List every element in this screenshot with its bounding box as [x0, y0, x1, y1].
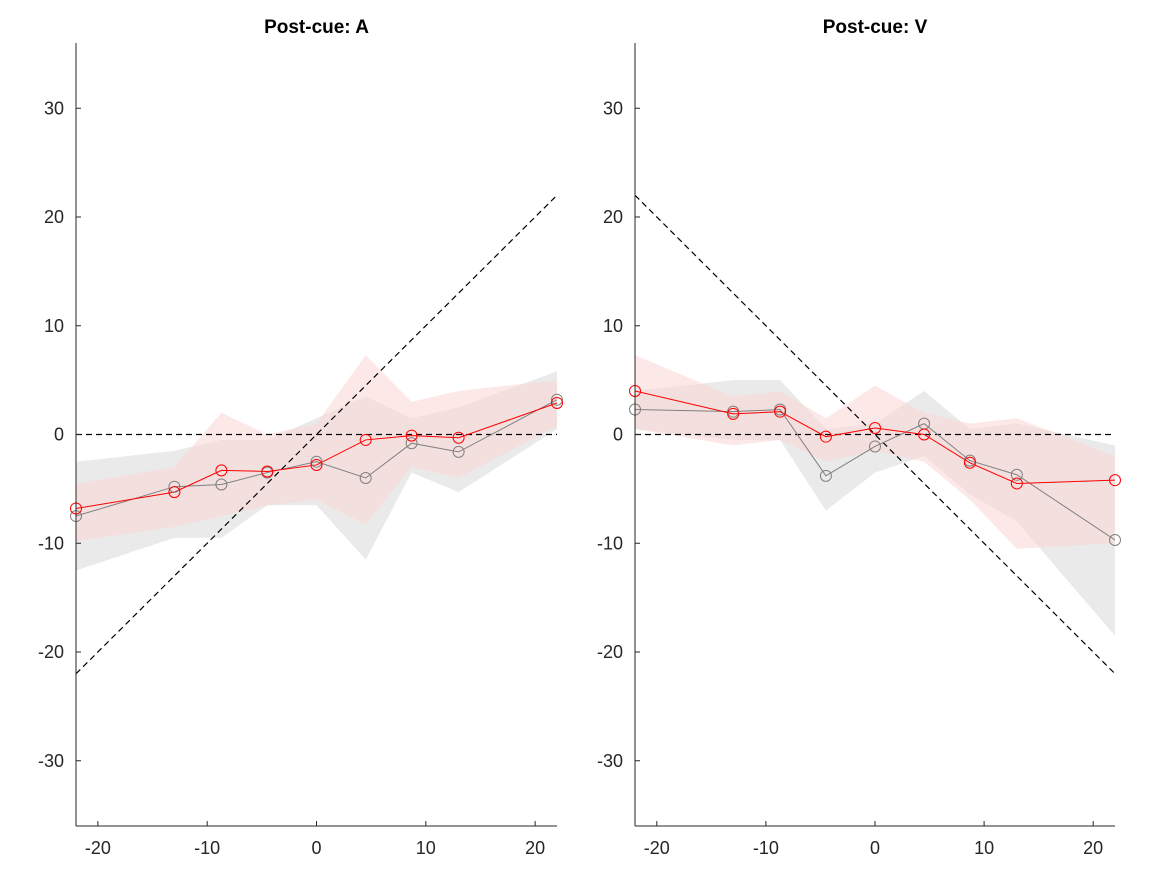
panel-post-cue-a: -30 -20 -10 0 10 20 30 -20 -10 0 10 20 Post-cue: A: [38, 17, 563, 858]
y-tick-label: -20: [597, 642, 623, 662]
series-1-point: [359, 433, 372, 446]
diagonal-reference-line: [76, 194, 557, 675]
panel-title: Post-cue: A: [264, 17, 369, 38]
series-0-point: [551, 393, 563, 406]
y-tick-label: 0: [54, 425, 64, 445]
y-tick-label: -10: [597, 533, 623, 553]
series-1-point: [1010, 477, 1023, 490]
series-1-point: [168, 486, 181, 499]
series-0-point: [215, 478, 228, 491]
series-1-point: [963, 456, 976, 469]
x-tick-label: 0: [311, 838, 321, 858]
series-0-point: [310, 455, 323, 468]
x-tick-label: 20: [525, 838, 545, 858]
series-line-0: [76, 399, 557, 517]
series-0-point: [168, 480, 181, 493]
diagonal-reference-line: [635, 194, 1115, 675]
series-0-point: [405, 437, 418, 450]
panel-title: Post-cue: V: [823, 17, 928, 38]
y-tick-label: -30: [38, 751, 64, 771]
series-line-0: [635, 408, 1115, 541]
series-1-point: [215, 464, 228, 477]
y-tick-label: -20: [38, 642, 64, 662]
panel-post-cue-v: -30 -20 -10 0 10 20 30 -20 -10 0 10 20 Post-cue: V: [597, 17, 1121, 858]
x-tick-label: 10: [416, 838, 436, 858]
series-1-point: [261, 465, 274, 478]
series-0-point: [359, 472, 372, 484]
series-0-point: [1010, 468, 1023, 481]
y-tick-label: 30: [603, 98, 623, 118]
series-1-point: [727, 407, 740, 420]
confidence-band-1: [635, 355, 1115, 549]
series-1-point: [819, 430, 832, 443]
y-tick-label: 10: [44, 316, 64, 336]
series-1-point: [405, 429, 418, 442]
series-line-1: [76, 402, 557, 509]
series-1-point: [551, 396, 563, 409]
series-0-point: [452, 445, 465, 458]
x-tick-label: -10: [753, 838, 779, 858]
x-tick-label: -10: [194, 838, 220, 858]
y-tick-label: 20: [44, 207, 64, 227]
x-tick-label: 0: [870, 838, 880, 858]
y-tick-label: 30: [44, 98, 64, 118]
series-1-point: [869, 421, 881, 434]
series-line-1: [635, 390, 1115, 484]
plot-area: [635, 194, 1115, 675]
plot-area: [76, 194, 557, 675]
y-tick-label: -30: [597, 751, 623, 771]
series-1-point: [918, 428, 931, 441]
series-1-point: [1109, 474, 1121, 487]
y-tick-label: 20: [603, 207, 623, 227]
y-tick-label: 0: [613, 425, 623, 445]
series-1-point: [310, 458, 323, 471]
series-0-point: [1109, 533, 1121, 546]
x-tick-label: 10: [974, 838, 994, 858]
series-0-point: [869, 440, 881, 453]
confidence-band-1: [76, 355, 557, 542]
y-tick-label: -10: [38, 533, 64, 553]
x-tick-label: -20: [644, 838, 670, 858]
y-tick-label: 10: [603, 316, 623, 336]
series-1-point: [452, 431, 465, 444]
x-tick-label: -20: [85, 838, 111, 858]
series-1-point: [774, 405, 787, 418]
x-tick-label: 20: [1083, 838, 1103, 858]
series-0-point: [819, 469, 832, 482]
